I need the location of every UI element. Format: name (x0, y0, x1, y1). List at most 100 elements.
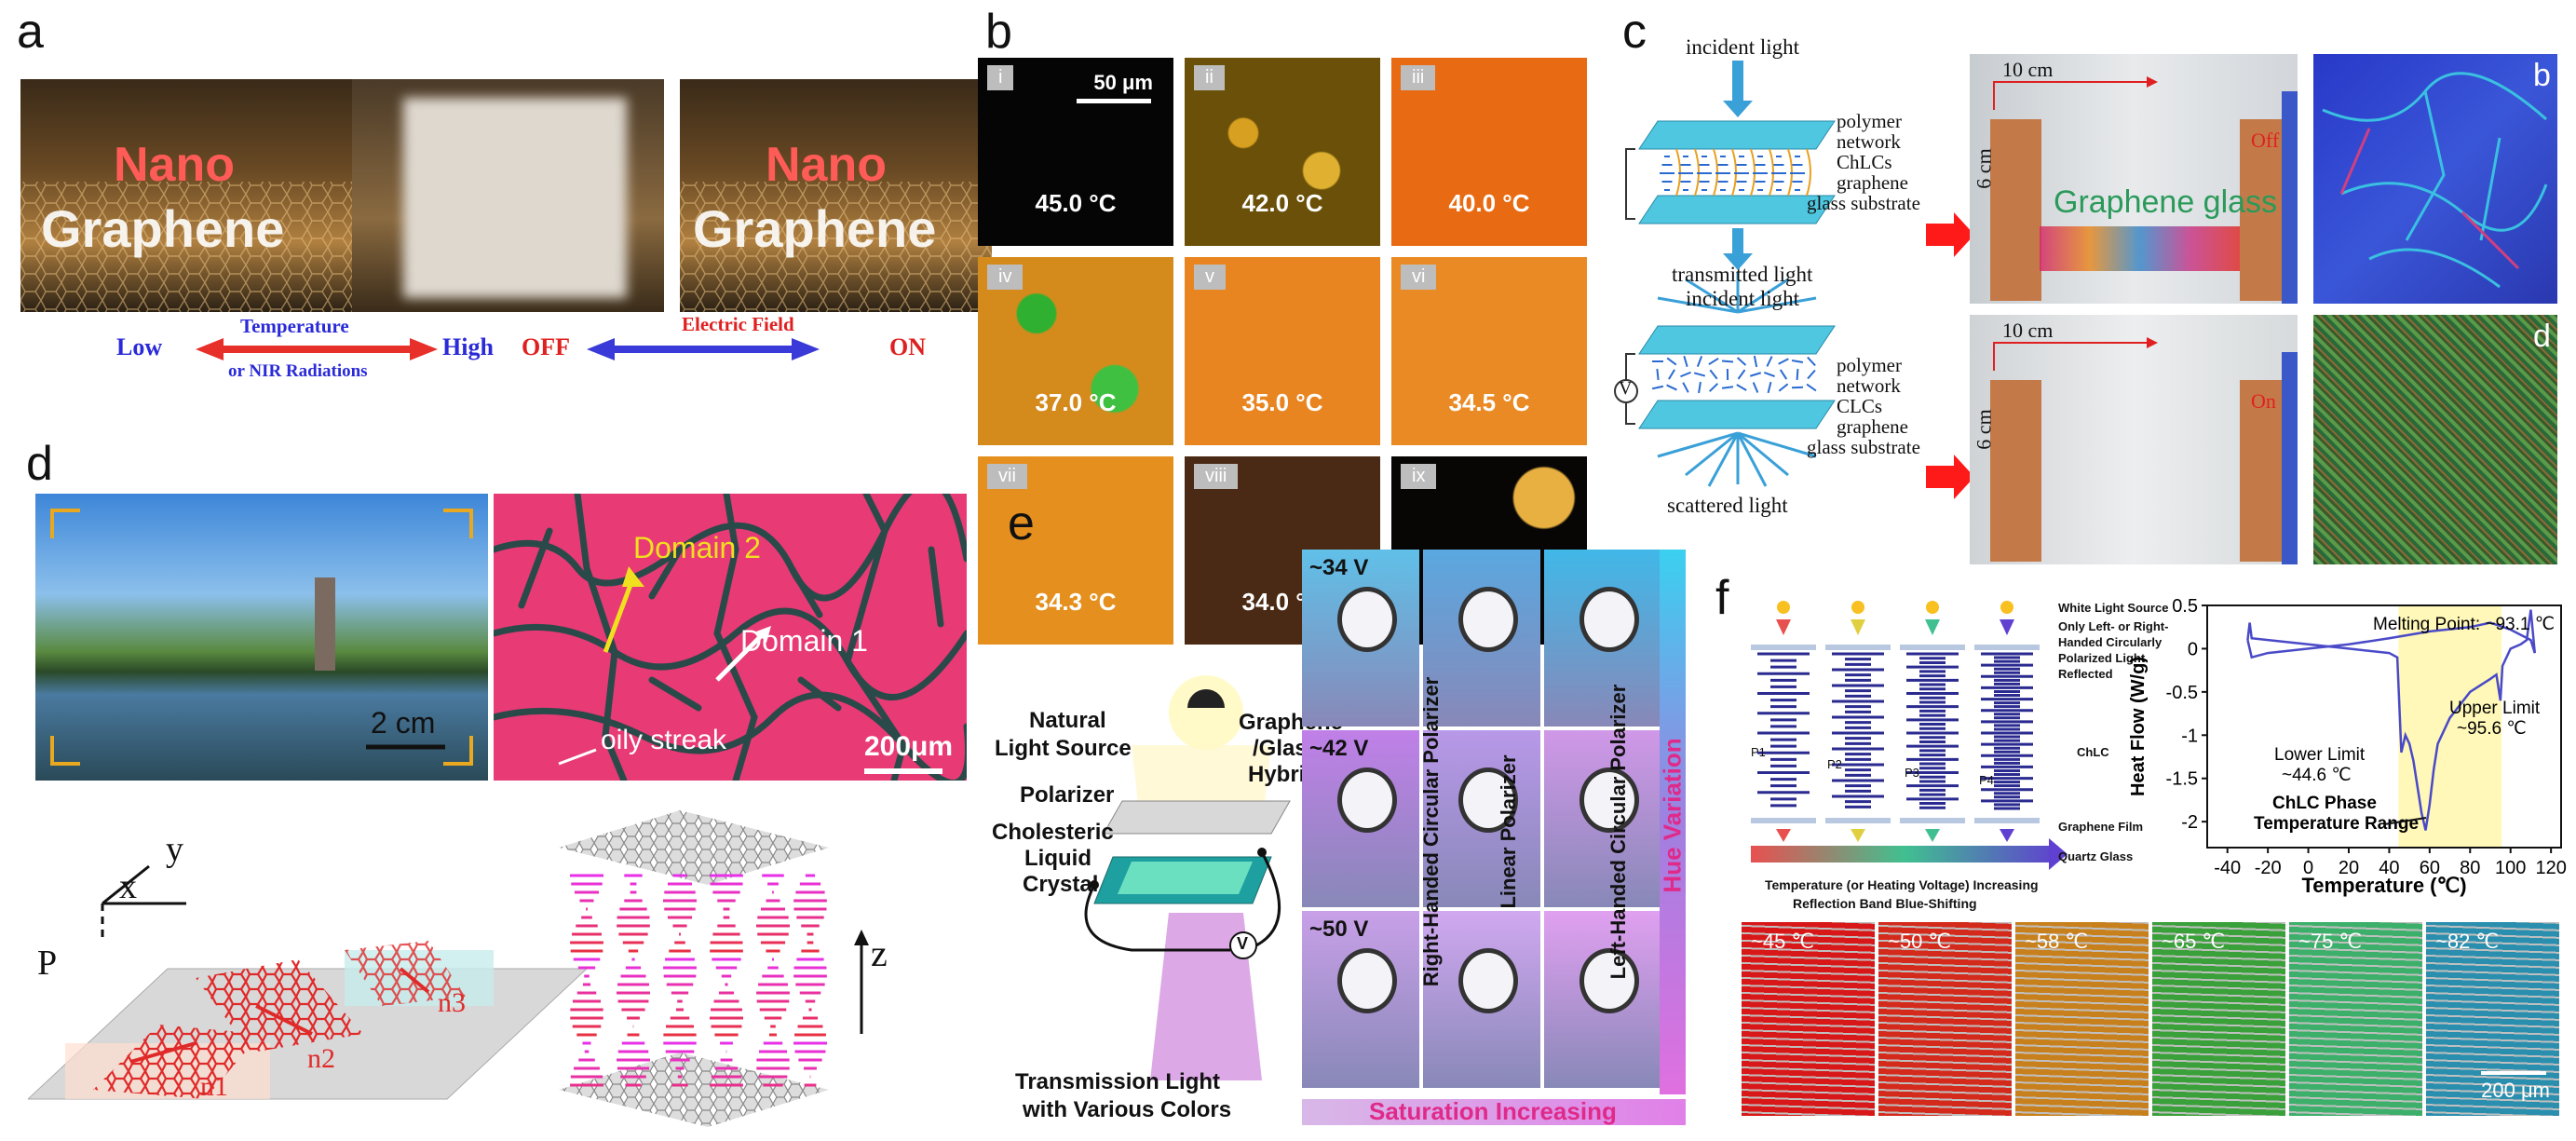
c-incident-light-2: incident light (1686, 287, 1800, 310)
domain-micrograph: Domain 2 Domain 1 oily streak 200μm (494, 494, 967, 781)
pom-tile: iii 40.0 °C (1391, 58, 1587, 246)
d-n1: n1 (200, 1071, 228, 1102)
temperature-color-strip: ~50 ℃ (1878, 922, 2012, 1116)
c-graphene-1: graphene (1837, 171, 1908, 194)
f-temp-increase: Temperature (or Heating Voltage) Increas… (1765, 877, 2039, 892)
temperature-color-strip: ~58 ℃ (2015, 922, 2149, 1116)
label-temperature: Temperature (240, 315, 349, 337)
c-network-1: network (1837, 130, 1901, 153)
strip-temperature-label: ~82 ℃ (2435, 930, 2500, 953)
panel-letter-a: a (17, 5, 44, 59)
panda-icon (1579, 948, 1639, 1013)
temperature-color-strip: ~82 ℃ 200 μm (2426, 922, 2559, 1116)
arrows-a (196, 338, 820, 360)
c-polymer-2: polymer (1837, 354, 1902, 376)
arrow-down-icon (1723, 101, 1753, 117)
domain-network (2322, 72, 2548, 289)
label-on: ON (889, 333, 926, 360)
copper-electrode (2240, 119, 2286, 301)
red-arrows (1926, 212, 1974, 499)
tile-temperature: 45.0 °C (1035, 189, 1117, 217)
e-right-handed: Right-Handed Circular Polarizer (1419, 676, 1443, 987)
y-tick-label: -0.5 (2166, 683, 2198, 703)
d-scale-photo: 2 cm (371, 706, 436, 740)
panel-letter-c: c (1622, 5, 1647, 59)
label-nir: or NIR Radiations (228, 361, 368, 381)
c-clcs: CLCs (1837, 395, 1883, 417)
graphene-glass-photo-off: Graphene glass Off 10 cm 6 cm (1970, 54, 2298, 304)
f-only-left-1: Only Left- or Right- (2058, 619, 2169, 633)
y-axis-label: Heat Flow (W/g) (2128, 657, 2149, 796)
e-transmission: Transmission Light (1015, 1069, 1221, 1094)
panda-tile (1544, 550, 1661, 727)
panda-tile (1423, 911, 1540, 1088)
arrow-up-icon (756, 626, 771, 643)
panda-icon (1458, 948, 1518, 1013)
pitch-schematic (1751, 601, 2068, 870)
x-tick-label: -40 (2214, 858, 2241, 878)
y-tick-label: 0.5 (2172, 596, 2198, 617)
pom-tile: i 45.0 °C 50 μm (978, 58, 1173, 246)
f-only-left-2: Handed Circularly (2058, 635, 2162, 649)
tile-temperature: 37.0 °C (1035, 388, 1117, 416)
pom-tile: v 35.0 °C (1185, 257, 1380, 445)
tile-label: iii (1401, 65, 1436, 90)
label-high: High (442, 333, 494, 360)
tile-label: vii (987, 464, 1027, 489)
e-natural: Natural (1029, 708, 1106, 733)
label-low: Low (116, 333, 163, 360)
panda-tile: ~42 V (1302, 730, 1419, 907)
e-voltage: V (1237, 934, 1249, 953)
panda-tile: ~34 V (1302, 550, 1419, 727)
e-liquid: Liquid (1024, 846, 1091, 871)
annotation-lower-1: Lower Limit (2274, 745, 2366, 765)
panel-letter-f: f (1715, 571, 1729, 625)
tile-temperature: 40.0 °C (1448, 189, 1530, 217)
crack-network (494, 494, 967, 781)
inset-d-micrograph: d (2313, 315, 2557, 564)
panda-image-grid: ~34 V ~42 V ~50 V (1302, 550, 1674, 1094)
corner-brackets (50, 509, 473, 766)
c-glass-1: glass substrate (1807, 192, 1920, 214)
strip-temperature-label: ~50 ℃ (1888, 930, 1952, 953)
c-polymer-1: polymer (1837, 110, 1902, 132)
scale-bar (2481, 1071, 2546, 1075)
strip-temperature-label: ~65 ℃ (2162, 930, 2226, 953)
d-axis-y: y (166, 830, 183, 869)
c-voltage-symbol: V (1619, 378, 1633, 399)
f-blue-shift: Reflection Band Blue-Shifting (1793, 896, 1977, 911)
d-oily-streak: oily streak (601, 725, 727, 755)
tile-label: iv (987, 265, 1024, 290)
annotation-range-2: Temperature Range (2254, 814, 2419, 834)
temperature-color-strip: ~75 ℃ (2289, 922, 2422, 1116)
label-electric-field: Electric Field (682, 313, 794, 335)
x-axis-label: Temperature (℃) (2301, 874, 2466, 897)
x-tick-label: 0 (2303, 858, 2313, 878)
f-p3: P3 (1905, 766, 1919, 780)
temperature-color-strip: ~65 ℃ (2152, 922, 2285, 1116)
nano-text: Nano (114, 138, 235, 192)
voltage-label: ~34 V (1309, 555, 1369, 580)
c-glass-2: glass substrate (1807, 436, 1920, 458)
copper-electrode (2240, 380, 2286, 562)
e-linear: Linear Polarizer (1497, 754, 1520, 909)
panda-tile (1544, 730, 1661, 907)
panda-icon (1579, 767, 1639, 833)
tile-label: ii (1194, 65, 1225, 90)
d-domain1: Domain 1 (740, 624, 868, 658)
f-p4: P4 (1979, 773, 1994, 787)
tile-label: i (987, 65, 1014, 90)
tile-label: ix (1401, 464, 1437, 489)
panel-letter-b: b (985, 5, 1012, 59)
chlc-device-schematic (1614, 61, 1836, 487)
tile-temperature: 42.0 °C (1241, 189, 1323, 217)
tile-temperature: 34.5 °C (1448, 388, 1530, 416)
graphene-helix-schematic (28, 810, 869, 1127)
c-dim-w1: 10 cm (2002, 58, 2054, 81)
temperature-color-strip: ~45 ℃ (1742, 922, 1875, 1116)
d-scale-micro: 200μm (864, 731, 954, 762)
c-graphene-glass-text: Graphene glass (2054, 184, 2278, 220)
tile-temperature: 34.3 °C (1035, 588, 1117, 616)
dsc-chart: -40 -20 0 20 40 60 80 100 120 0.5 0 -0.5 -1 -1.5 -2 He… (2128, 596, 2567, 897)
sun-icon (1777, 601, 1790, 614)
